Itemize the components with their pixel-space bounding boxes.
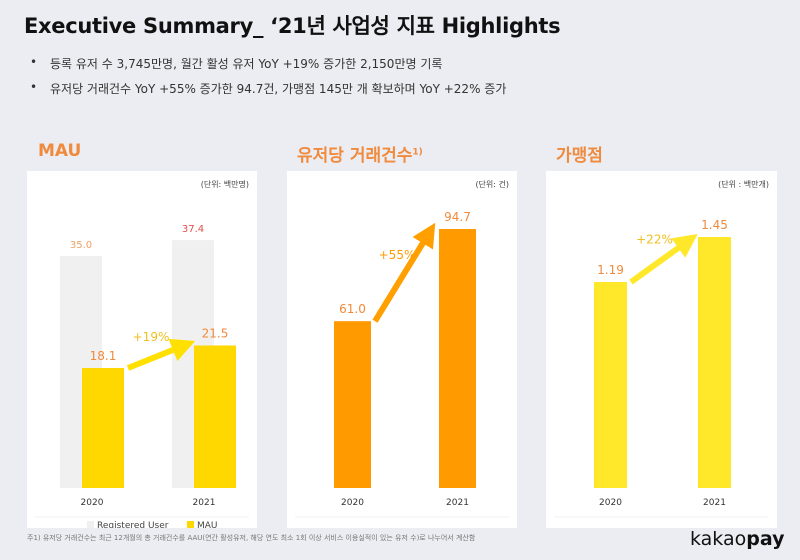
- footnote: 주1) 유저당 거래건수는 최근 12개월의 총 거래건수를 AAU(연간 활성…: [27, 534, 476, 542]
- merchants-chart: 1.19 1.45 +22% 2020 2021: [554, 218, 768, 518]
- bar-mau-2021: [194, 345, 236, 488]
- growth-label: +19%: [133, 330, 170, 344]
- x-tick-label: 2021: [193, 498, 216, 508]
- data-label: 21.5: [202, 326, 229, 340]
- data-label: 35.0: [70, 240, 92, 251]
- bar-mau-2020: [82, 368, 124, 488]
- x-tick-label: 2020: [81, 498, 104, 508]
- summary-bullets: 등록 유저 수 3,745만명, 월간 활성 유저 YoY +19% 증가한 2…: [30, 55, 506, 105]
- data-label: 37.4: [182, 224, 204, 235]
- bar-유저당-거래건수-2020: [334, 321, 371, 488]
- data-label: 1.45: [701, 218, 728, 232]
- growth-label: +22%: [636, 233, 673, 247]
- transactions-title: 유저당 거래건수1): [297, 146, 423, 166]
- merchants-title: 가맹점: [556, 146, 603, 166]
- kakaopay-logo: kakaopay: [690, 528, 785, 550]
- mau-chart: 35.0 37.4 18.1 21.5 +19% 2020 2021 Registered U…: [35, 224, 249, 528]
- x-tick-label: 2021: [446, 498, 469, 508]
- transactions-chart: 61.0 94.7 +55% 2020 2021: [295, 210, 509, 518]
- x-tick-label: 2020: [341, 498, 364, 508]
- mau-title: MAU: [38, 141, 82, 161]
- mau-panel: (단위: 백만명) 35.0 37.4 18.1 21.5 +19% 2020 2021 Re…: [27, 171, 257, 528]
- bullet-item: 유저당 거래건수 YoY +55% 증가한 94.7건, 가맹점 145만 개 …: [30, 80, 506, 105]
- page-title: Executive Summary_ ‘21년 사업성 지표 Highlight…: [24, 14, 561, 38]
- growth-arrow: [629, 233, 698, 285]
- legend-swatch: [187, 521, 194, 528]
- unit-label: (단위: 건): [475, 180, 509, 189]
- merchants-panel: (단위 : 백만개) 1.19 1.45 +22% 2020 2021: [546, 171, 777, 528]
- x-tick-label: 2020: [599, 498, 622, 508]
- bar-가맹점-2021: [698, 237, 731, 488]
- growth-label: +55%: [379, 248, 416, 262]
- data-label: 94.7: [444, 210, 471, 224]
- legend-label: Registered User: [97, 521, 169, 528]
- x-tick-label: 2021: [703, 498, 726, 508]
- legend-swatch: [87, 521, 94, 528]
- unit-label: (단위: 백만명): [200, 180, 249, 189]
- growth-arrow: [372, 222, 436, 323]
- bullet-item: 등록 유저 수 3,745만명, 월간 활성 유저 YoY +19% 증가한 2…: [30, 55, 506, 80]
- unit-label: (단위 : 백만개): [718, 180, 769, 189]
- data-label: 18.1: [90, 349, 117, 363]
- data-label: 1.19: [597, 263, 624, 277]
- growth-arrow: [126, 338, 196, 371]
- data-label: 61.0: [339, 302, 366, 316]
- legend-label: MAU: [197, 521, 218, 528]
- transactions-panel: (단위: 건) 61.0 94.7 +55% 2020 2021: [287, 171, 517, 528]
- bar-가맹점-2020: [594, 282, 627, 488]
- bar-유저당-거래건수-2021: [439, 229, 476, 488]
